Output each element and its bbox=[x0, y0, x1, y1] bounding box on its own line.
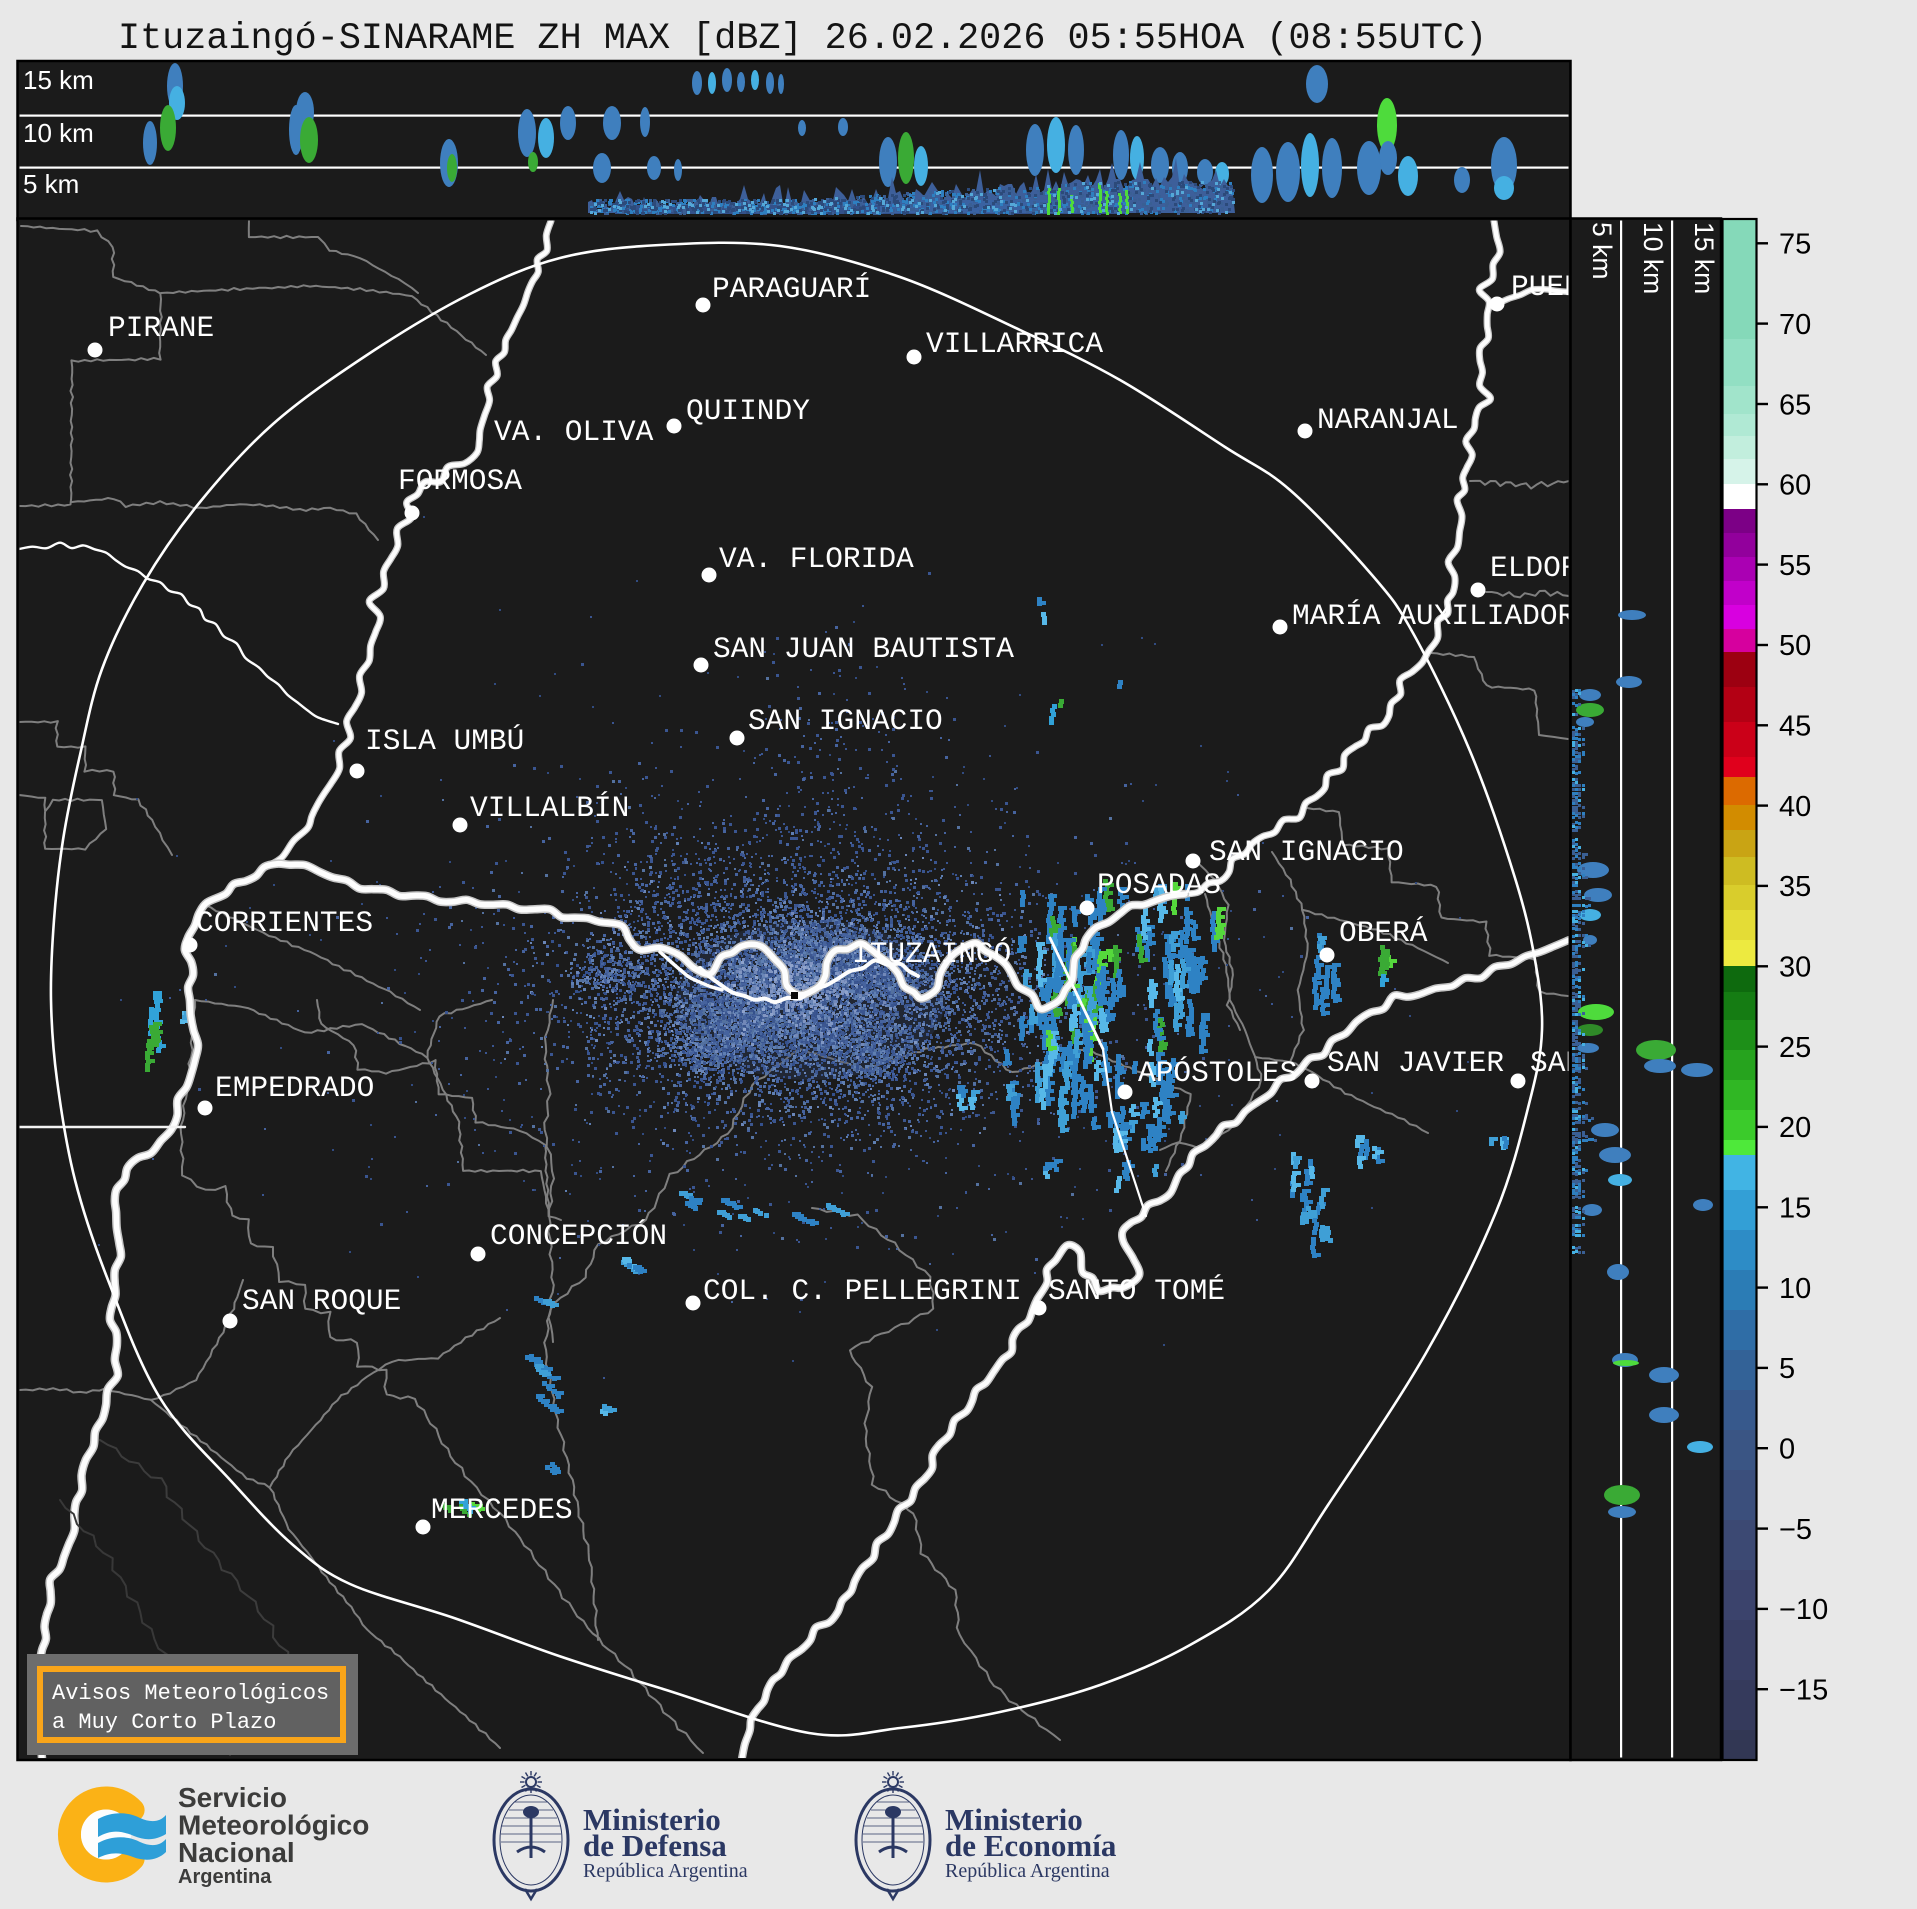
svg-text:EMPEDRADO: EMPEDRADO bbox=[215, 1071, 374, 1105]
svg-text:60: 60 bbox=[1779, 470, 1811, 502]
svg-text:20: 20 bbox=[1779, 1112, 1811, 1144]
svg-text:VA. FLORIDA: VA. FLORIDA bbox=[719, 542, 914, 576]
svg-text:40: 40 bbox=[1779, 791, 1811, 823]
svg-text:CORRIENTES: CORRIENTES bbox=[196, 906, 373, 940]
svg-text:SAN IGNACIO: SAN IGNACIO bbox=[748, 704, 943, 738]
svg-text:15 km: 15 km bbox=[1689, 222, 1719, 294]
svg-text:NARANJAL: NARANJAL bbox=[1317, 403, 1459, 437]
svg-text:República Argentina: República Argentina bbox=[583, 1860, 748, 1882]
svg-text:−10: −10 bbox=[1779, 1594, 1828, 1626]
svg-text:APÓSTOLES: APÓSTOLES bbox=[1138, 1056, 1297, 1090]
svg-text:de Economía: de Economía bbox=[945, 1828, 1117, 1863]
svg-text:5: 5 bbox=[1779, 1353, 1795, 1385]
svg-text:POSADAS: POSADAS bbox=[1097, 868, 1221, 902]
svg-text:SAN IGNACIO: SAN IGNACIO bbox=[1209, 835, 1404, 869]
svg-text:COL. C. PELLEGRINI: COL. C. PELLEGRINI bbox=[703, 1274, 1022, 1308]
svg-text:15 km: 15 km bbox=[23, 65, 94, 95]
svg-text:SAN JUAN BAUTISTA: SAN JUAN BAUTISTA bbox=[713, 632, 1014, 666]
svg-text:PIRANE: PIRANE bbox=[108, 311, 214, 345]
svg-text:VILLALBÍN: VILLALBÍN bbox=[470, 791, 629, 825]
svg-text:VA. OLIVA: VA. OLIVA bbox=[494, 415, 654, 449]
svg-text:10: 10 bbox=[1779, 1273, 1811, 1305]
svg-text:VILLARRICA: VILLARRICA bbox=[926, 327, 1103, 361]
svg-text:5 km: 5 km bbox=[1587, 222, 1617, 279]
svg-text:−5: −5 bbox=[1779, 1514, 1812, 1546]
svg-text:50: 50 bbox=[1779, 630, 1811, 662]
svg-text:Ituzaingó-SINARAME ZH MAX [dBZ: Ituzaingó-SINARAME ZH MAX [dBZ] 26.02.20… bbox=[118, 18, 1487, 60]
svg-text:OBERÁ: OBERÁ bbox=[1339, 916, 1428, 950]
svg-text:a Muy Corto Plazo: a Muy Corto Plazo bbox=[52, 1710, 276, 1735]
svg-text:5 km: 5 km bbox=[23, 169, 79, 199]
svg-text:Argentina: Argentina bbox=[178, 1866, 272, 1888]
svg-text:45: 45 bbox=[1779, 711, 1811, 743]
svg-text:30: 30 bbox=[1779, 952, 1811, 984]
svg-text:PUERTO: PUERTO bbox=[1511, 270, 1617, 304]
svg-text:SAN: SAN bbox=[1530, 1046, 1583, 1080]
svg-text:SAN JAVIER: SAN JAVIER bbox=[1327, 1046, 1504, 1080]
svg-text:Ministerio: Ministerio bbox=[945, 1802, 1083, 1837]
svg-text:0: 0 bbox=[1779, 1434, 1795, 1466]
svg-text:Servicio: Servicio bbox=[178, 1782, 287, 1813]
svg-text:SAN ROQUE: SAN ROQUE bbox=[242, 1284, 401, 1318]
svg-text:65: 65 bbox=[1779, 389, 1811, 421]
svg-text:ISLA UMBÚ: ISLA UMBÚ bbox=[365, 724, 524, 758]
svg-text:15: 15 bbox=[1779, 1193, 1811, 1225]
svg-text:75: 75 bbox=[1779, 229, 1811, 261]
svg-text:55: 55 bbox=[1779, 550, 1811, 582]
svg-text:FORMOSA: FORMOSA bbox=[398, 464, 522, 498]
svg-text:35: 35 bbox=[1779, 871, 1811, 903]
svg-text:PARAGUARÍ: PARAGUARÍ bbox=[712, 272, 871, 306]
svg-text:Ministerio: Ministerio bbox=[583, 1802, 721, 1837]
svg-text:ELDORADO: ELDORADO bbox=[1490, 551, 1632, 585]
svg-text:−15: −15 bbox=[1779, 1675, 1828, 1707]
svg-text:MARÍA AUXILIADORA: MARÍA AUXILIADORA bbox=[1292, 599, 1593, 633]
svg-text:ITUZAINGÓ: ITUZAINGÓ bbox=[852, 937, 1011, 971]
svg-text:MERCEDES: MERCEDES bbox=[431, 1493, 573, 1527]
svg-text:CONCEPCIÓN: CONCEPCIÓN bbox=[490, 1219, 667, 1253]
svg-text:Meteorológico: Meteorológico bbox=[178, 1810, 369, 1841]
svg-text:República Argentina: República Argentina bbox=[945, 1860, 1110, 1882]
svg-text:25: 25 bbox=[1779, 1032, 1811, 1064]
svg-text:70: 70 bbox=[1779, 309, 1811, 341]
svg-text:Avisos Meteorológicos: Avisos Meteorológicos bbox=[52, 1681, 329, 1706]
svg-text:10 km: 10 km bbox=[1638, 222, 1668, 294]
svg-text:de Defensa: de Defensa bbox=[583, 1828, 727, 1863]
svg-text:Nacional: Nacional bbox=[178, 1837, 295, 1868]
svg-text:QUIINDY: QUIINDY bbox=[686, 394, 810, 428]
svg-text:SANTO TOMÉ: SANTO TOMÉ bbox=[1048, 1274, 1225, 1308]
svg-text:10 km: 10 km bbox=[23, 118, 94, 148]
